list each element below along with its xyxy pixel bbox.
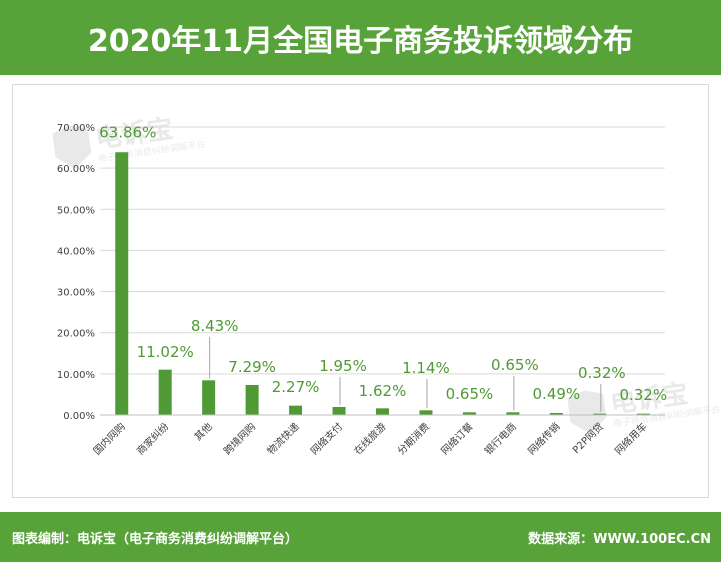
bar xyxy=(462,412,476,415)
bar xyxy=(636,413,650,415)
bar xyxy=(549,412,563,415)
data-label: 7.29% xyxy=(228,358,276,376)
data-label: 0.49% xyxy=(533,385,581,403)
footer-credit: 图表编制：电诉宝（电子商务消费纠纷调解平台） xyxy=(12,531,299,547)
bar xyxy=(158,369,172,415)
data-label: 0.65% xyxy=(491,356,539,374)
y-tick-label: 20.00% xyxy=(57,329,95,340)
data-label: 1.62% xyxy=(359,382,407,400)
y-tick-label: 30.00% xyxy=(57,288,95,299)
data-label: 0.65% xyxy=(446,385,494,403)
x-tick-label: 银行电商 xyxy=(482,420,519,457)
bar xyxy=(115,152,129,415)
x-tick-label: 分期消费 xyxy=(395,420,432,457)
footer-source: 数据来源：WWW.100EC.CN xyxy=(528,531,711,547)
bar-chart: 电诉宝电子商务消费纠纷调解平台电诉宝电子商务消费纠纷调解平台0.00%10.00… xyxy=(52,113,721,457)
data-label: 63.86% xyxy=(99,123,156,141)
x-tick-label: 网络订餐 xyxy=(438,420,475,457)
x-tick-label: 国内网购 xyxy=(90,420,127,457)
data-label: 0.32% xyxy=(619,386,667,404)
y-tick-label: 70.00% xyxy=(57,123,95,134)
data-label: 1.95% xyxy=(319,357,367,375)
page-title: 2020年11月全国电子商务投诉领域分布 xyxy=(87,23,634,59)
data-label: 8.43% xyxy=(191,317,239,335)
y-tick-label: 50.00% xyxy=(57,205,95,216)
x-tick-label: 在线旅游 xyxy=(351,420,388,457)
bar xyxy=(245,385,259,415)
bar xyxy=(506,412,520,415)
bar xyxy=(593,413,607,415)
bar xyxy=(419,410,433,415)
x-tick-label: 网络传销 xyxy=(525,420,562,457)
header-bar: 2020年11月全国电子商务投诉领域分布 xyxy=(0,0,721,75)
x-tick-label: 网络支付 xyxy=(308,420,345,457)
bar xyxy=(376,408,389,415)
bar xyxy=(332,406,346,415)
footer-bar: 图表编制：电诉宝（电子商务消费纠纷调解平台） 数据来源：WWW.100EC.CN xyxy=(0,512,721,562)
x-tick-label: 跨境网购 xyxy=(221,420,258,457)
bar xyxy=(202,380,216,415)
y-tick-label: 40.00% xyxy=(57,246,95,257)
data-label: 11.02% xyxy=(137,343,194,361)
data-label: 2.27% xyxy=(272,378,320,396)
data-label: 0.32% xyxy=(578,364,626,382)
x-tick-label: 其他 xyxy=(191,420,214,443)
x-tick-label: 商家纠纷 xyxy=(134,420,171,457)
y-tick-label: 0.00% xyxy=(63,411,95,422)
data-label: 1.14% xyxy=(402,359,450,377)
bar xyxy=(289,405,303,415)
x-tick-label: 物流快递 xyxy=(264,420,301,457)
y-tick-label: 60.00% xyxy=(57,164,95,175)
y-tick-label: 10.00% xyxy=(57,370,95,381)
